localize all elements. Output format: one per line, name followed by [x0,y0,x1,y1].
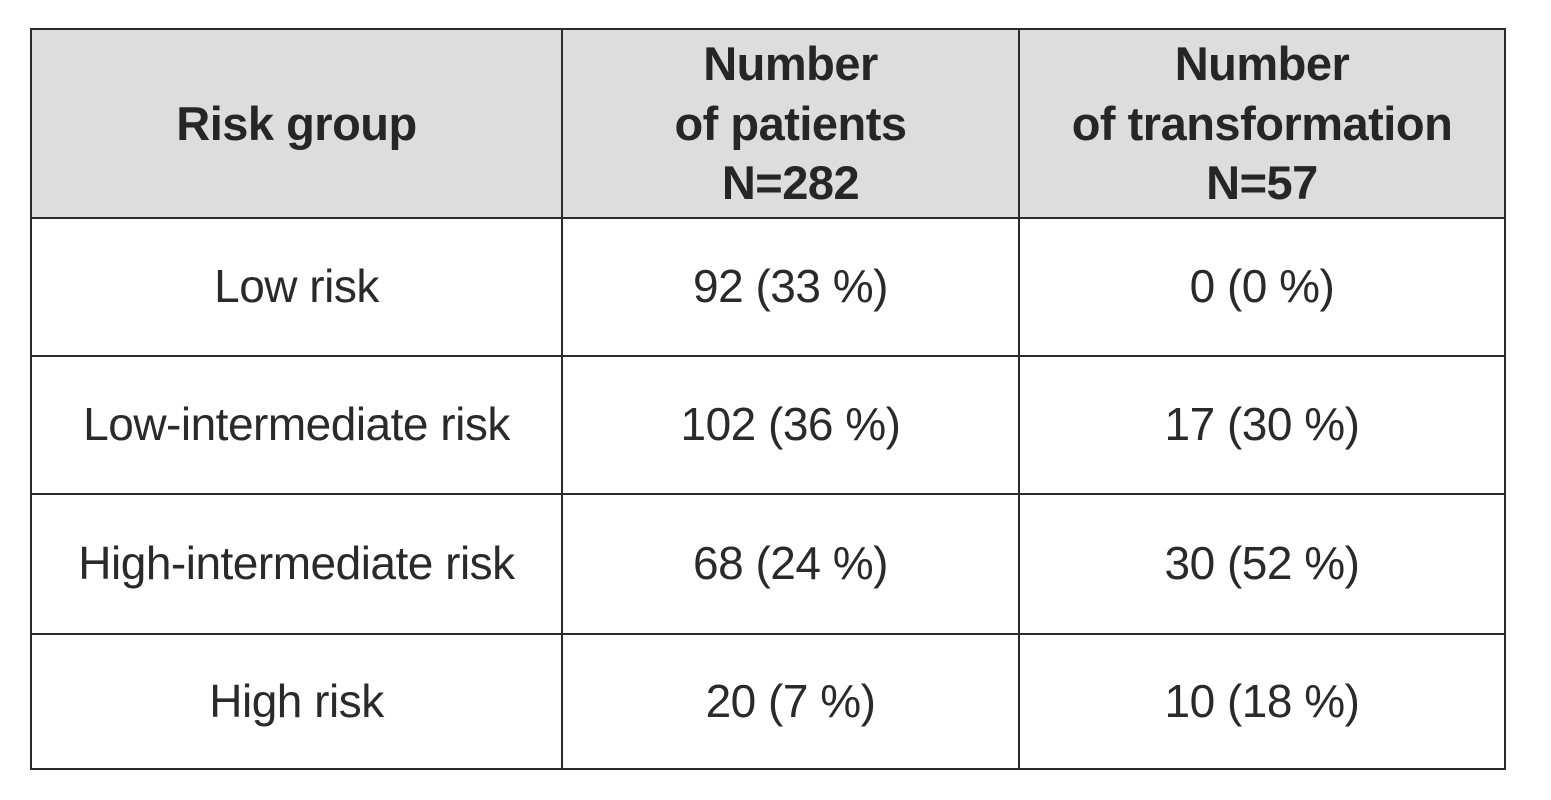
risk-group-table: Risk group Number of patients N=282 Numb… [30,28,1506,770]
header-patients-line-3: N=282 [721,156,860,210]
header-risk-group-text: Risk group [176,96,417,150]
table-cell-transformation: 10 (18 %) [1164,674,1360,727]
header-number-of-patients: Number of patients N=282 [563,30,1020,219]
header-transformation-line-2: of transformation [1071,96,1453,150]
table-cell-risk-group: Low-intermediate risk [32,357,563,495]
table-cell-patients: 68 (24 %) [563,495,1020,635]
header-number-of-transformation: Number of transformation N=57 [1020,30,1504,219]
table-cell-transformation: 17 (30 %) [1020,357,1504,495]
header-patients-line-2: of patients [674,96,907,150]
header-risk-group: Risk group [32,30,563,219]
header-transformation-line-1: Number [1174,36,1350,90]
table-cell-risk-group: High-intermediate risk [32,495,563,635]
table-cell-patients: 92 (33 %) [563,219,1020,357]
table-cell-transformation: 30 (52 %) [1020,495,1504,635]
header-transformation-line-3: N=57 [1206,156,1318,210]
table-cell-patients: 102 (36 %) [563,357,1020,495]
table-cell-patients: 20 (7 %) [563,635,1020,768]
header-patients-line-1: Number [703,36,878,90]
table-cell-risk-group: Low risk [32,219,563,357]
table-cell-transformation: 0 (0 %) [1020,219,1504,357]
table-cell-risk-group: High risk [32,635,563,768]
